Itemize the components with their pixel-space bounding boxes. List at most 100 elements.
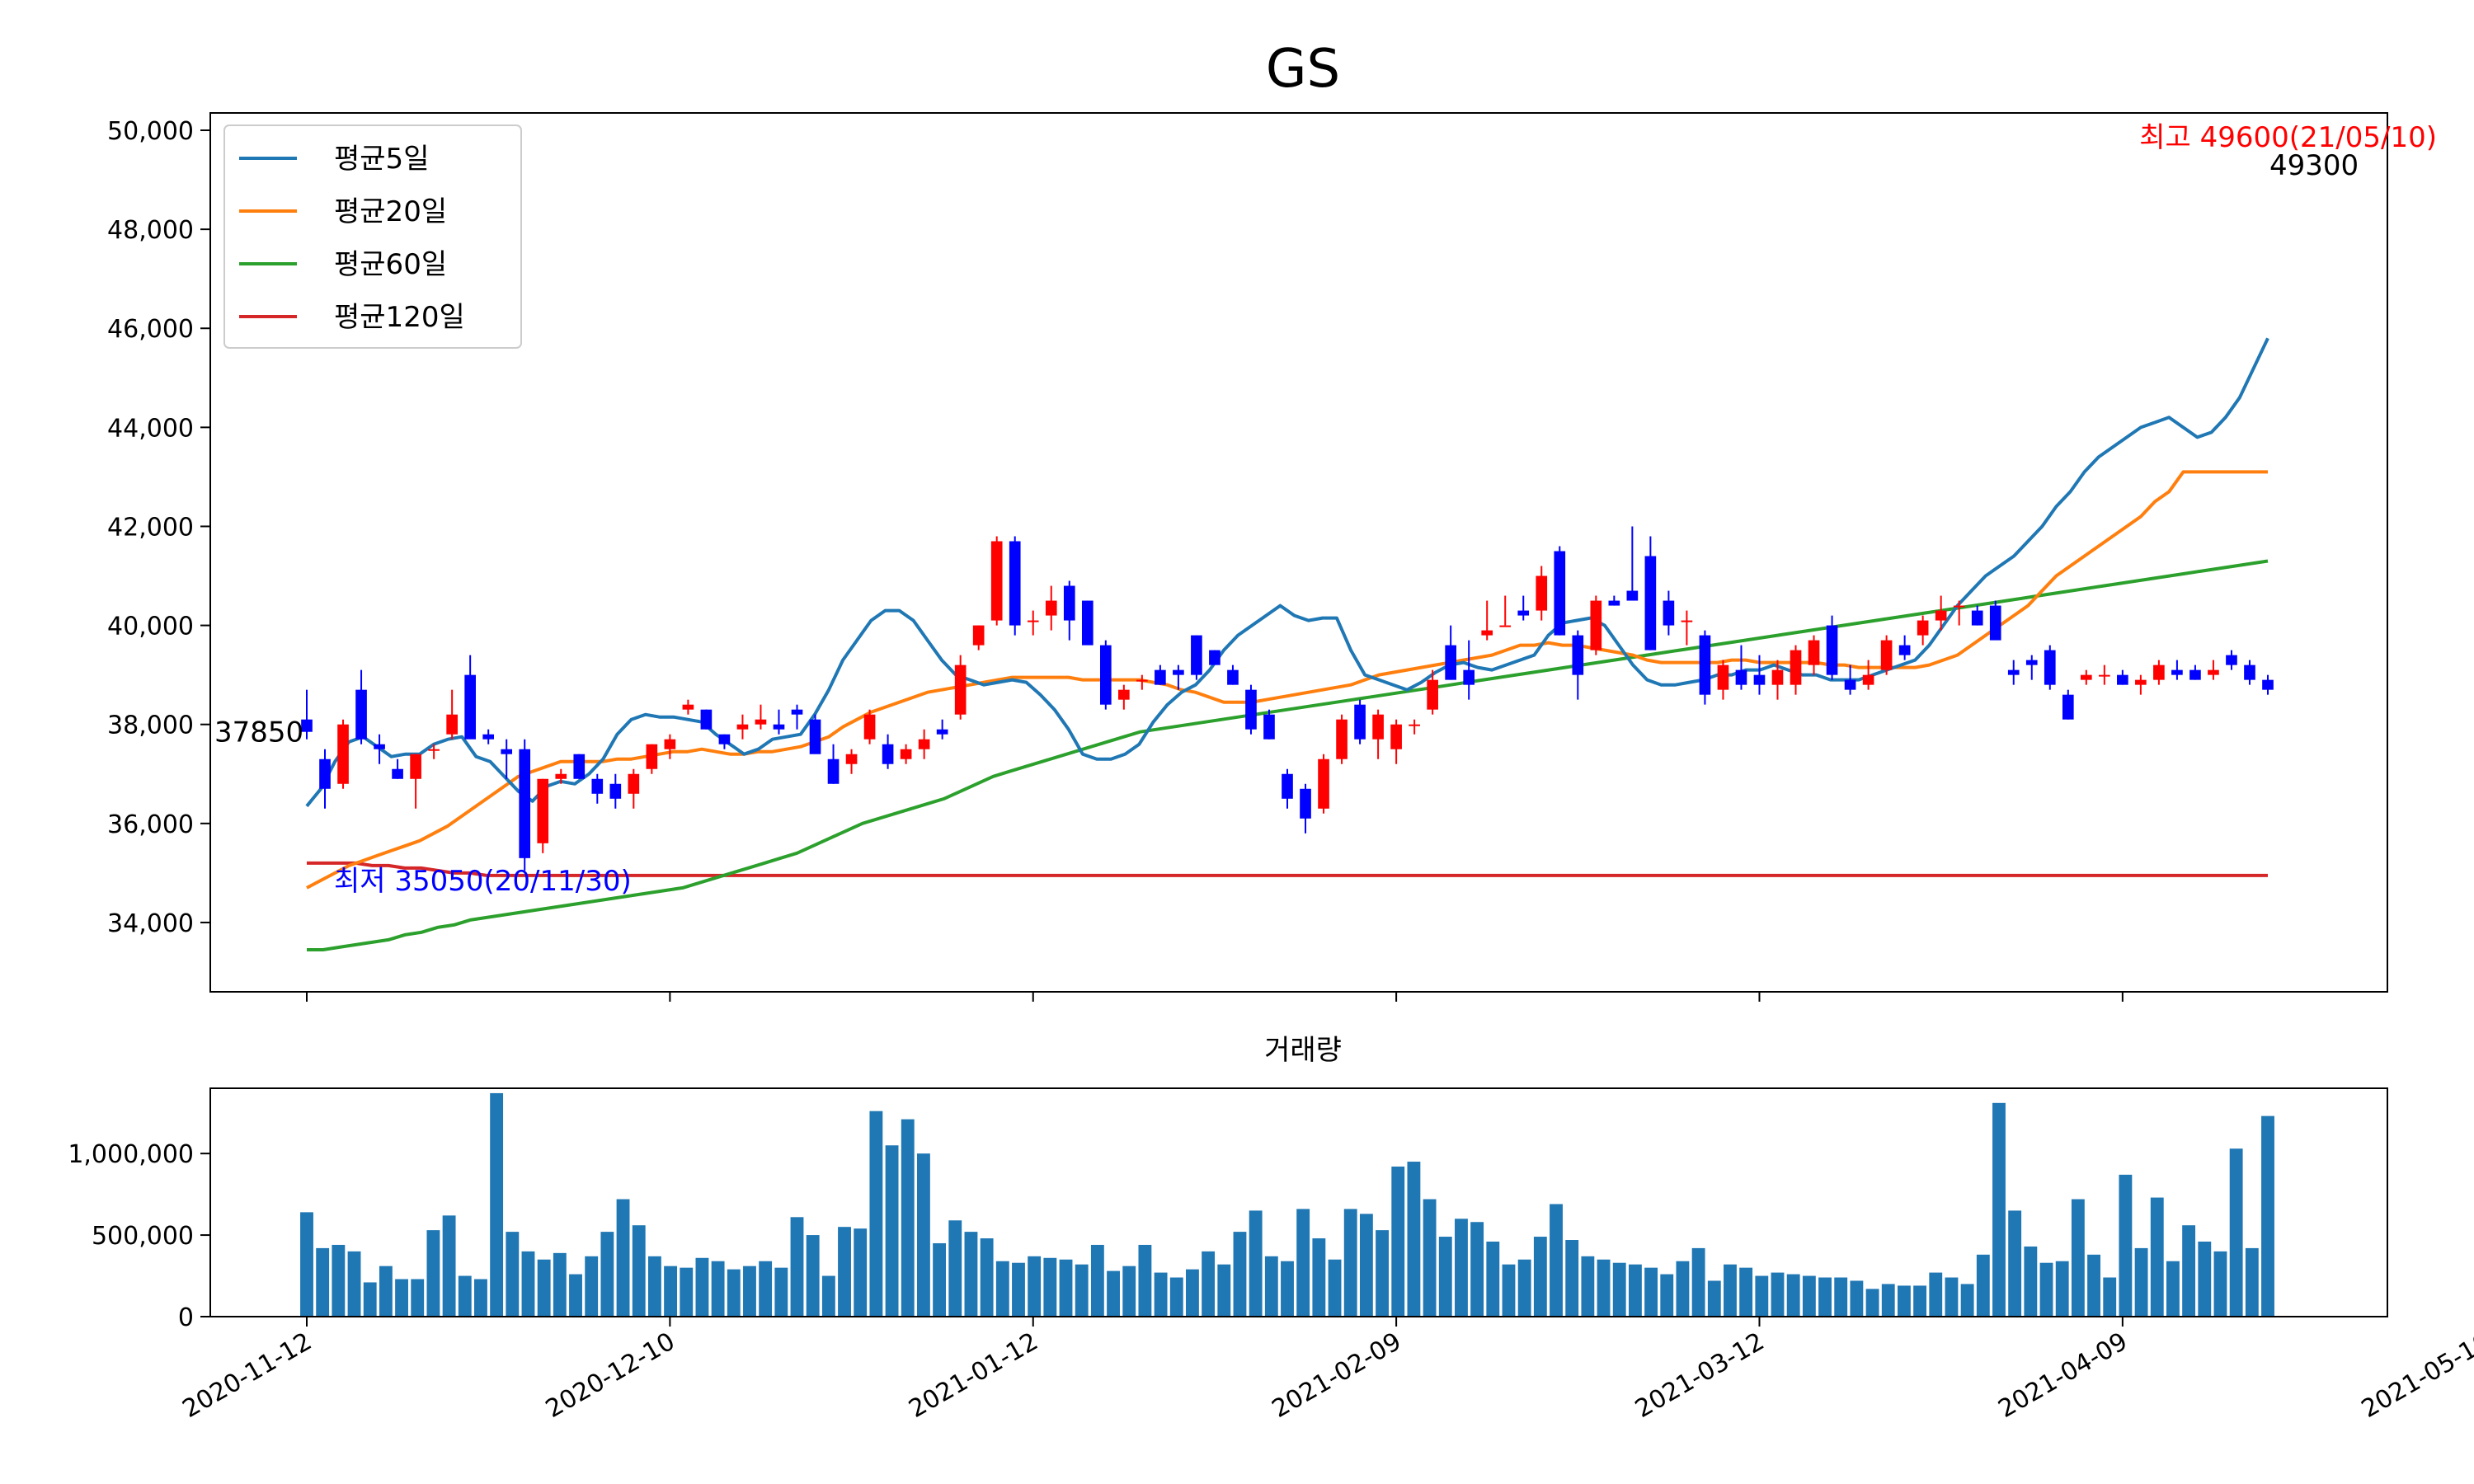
candle-body	[1336, 719, 1348, 759]
volume-bar	[1550, 1204, 1563, 1317]
candle-body	[1663, 600, 1675, 626]
candle	[809, 714, 821, 754]
volume-bar	[995, 1261, 1009, 1317]
candle-body	[1790, 650, 1802, 685]
volume-bar	[980, 1238, 994, 1317]
candle	[1481, 600, 1493, 641]
first-close-annotation: 37850	[214, 716, 303, 749]
volume-bar	[1707, 1280, 1721, 1317]
candle-body	[972, 625, 985, 646]
candle	[1118, 684, 1130, 710]
candle	[1844, 665, 1856, 695]
candle	[1699, 630, 1711, 705]
volume-bar	[1455, 1219, 1468, 1317]
y-tick-label: 40,000	[107, 613, 194, 641]
candle	[428, 744, 440, 759]
last-close-annotation: 49300	[2269, 149, 2359, 182]
candle	[900, 744, 912, 764]
candle-body	[1808, 640, 1820, 665]
volume-bar	[632, 1225, 646, 1317]
volume-bars	[300, 1092, 2274, 1317]
volume-bar	[1929, 1272, 1943, 1317]
candle	[1517, 595, 1530, 621]
y-tick-label: 36,000	[107, 810, 194, 839]
candle-body	[773, 724, 785, 730]
candle-body	[2025, 660, 2038, 665]
volume-bar	[2039, 1262, 2053, 1317]
candle-body	[1590, 600, 1602, 650]
legend-label: 평균60일	[334, 248, 447, 281]
candle	[501, 739, 513, 779]
candle	[2171, 660, 2183, 680]
candle-body	[1699, 635, 1711, 695]
candle-body	[1209, 650, 1221, 665]
volume-bar	[1343, 1209, 1357, 1317]
low-annotation: 최저 35050(20/11/30)	[334, 865, 632, 898]
candle-body	[1971, 610, 1983, 626]
legend-label: 평균120일	[334, 301, 465, 334]
volume-bar	[1090, 1244, 1104, 1317]
volume-bar	[474, 1279, 487, 1317]
volume-bar	[1960, 1284, 1974, 1317]
candle	[1989, 600, 2001, 641]
volume-bar	[1945, 1277, 1959, 1317]
candle-body	[2062, 694, 2074, 720]
volume-bar	[2213, 1251, 2227, 1317]
volume-x-ticks: 2020-11-12 2020-12-10 2021-01-12 2021-02-09…	[178, 1317, 2474, 1424]
volume-bar	[537, 1259, 551, 1317]
candle	[2244, 660, 2255, 685]
volume-bar	[1517, 1259, 1531, 1317]
volume-bar	[774, 1267, 788, 1317]
volume-bar	[1107, 1270, 1120, 1317]
legend-item: 평균5일	[239, 143, 429, 176]
candle	[1536, 566, 1548, 621]
candle	[464, 655, 476, 740]
volume-bar	[933, 1242, 947, 1317]
candle-body	[537, 778, 549, 843]
candle-body	[1372, 714, 1384, 740]
candle-body	[446, 714, 458, 735]
candle-body	[1644, 556, 1657, 650]
candle	[410, 754, 421, 809]
volume-bar	[1913, 1285, 1927, 1317]
candle	[1826, 615, 1838, 680]
volume-bar	[664, 1266, 678, 1317]
volume-bar	[1281, 1261, 1294, 1317]
candle	[2153, 660, 2165, 685]
candle-body	[2007, 669, 2020, 675]
volume-bar	[2245, 1247, 2259, 1317]
candle-body	[1099, 645, 1112, 705]
candle	[1155, 665, 1166, 685]
candle	[2007, 660, 2020, 685]
volume-bar	[1502, 1264, 1516, 1317]
candle-body	[392, 768, 403, 779]
volume-bar	[2134, 1247, 2148, 1317]
candle-body	[1282, 773, 1293, 799]
candle	[2208, 660, 2219, 680]
candle-body	[736, 724, 749, 730]
candle-body	[1717, 665, 1729, 690]
candle	[392, 758, 403, 779]
volume-bar	[1533, 1237, 1547, 1317]
volume-bar	[2071, 1199, 2085, 1317]
volume-bar	[553, 1252, 567, 1317]
candle-body	[355, 689, 367, 740]
candle-body	[700, 709, 713, 730]
price-plot-frame	[209, 112, 2388, 993]
candle	[1191, 635, 1202, 680]
candle-body	[1935, 610, 1947, 621]
moving-average-lines	[305, 337, 2269, 951]
candle-body	[1917, 620, 1929, 636]
candle	[1409, 719, 1420, 735]
volume-bar	[1359, 1214, 1373, 1317]
candle	[609, 773, 622, 809]
candle	[1771, 660, 1784, 700]
candle-body	[918, 739, 930, 749]
candle	[990, 536, 1003, 626]
candle-body	[664, 739, 676, 749]
candle	[1880, 635, 1893, 675]
volume-bar	[1565, 1240, 1579, 1317]
x-tick-label: 2021-04-09	[1993, 1327, 2132, 1424]
y-tick-label: 50,000	[107, 117, 194, 146]
candle	[1753, 655, 1766, 695]
